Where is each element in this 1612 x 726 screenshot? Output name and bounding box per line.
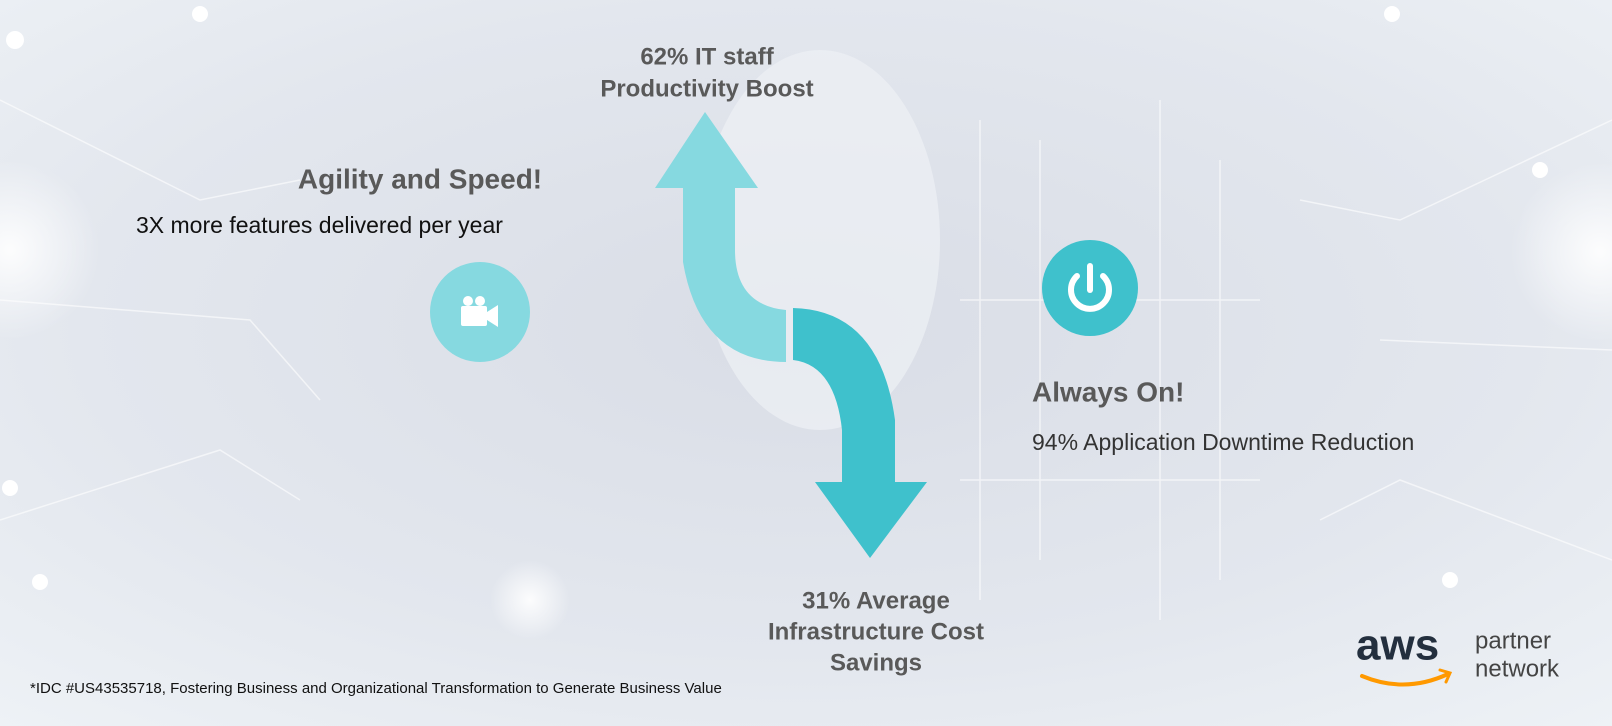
- up-arrow: [655, 112, 786, 362]
- cost-line: Infrastructure Cost: [768, 618, 984, 645]
- agility-text: 3X more features delivered per year: [136, 212, 503, 238]
- footnote: *IDC #US43535718, Fostering Business and…: [30, 680, 722, 697]
- down-arrow: [793, 308, 927, 558]
- productivity-line: Productivity Boost: [600, 75, 813, 102]
- agility-title: Agility and Speed!: [298, 163, 542, 194]
- camera-icon: [430, 262, 530, 362]
- power-icon: [1042, 240, 1138, 336]
- productivity-line: 62% IT staff: [640, 43, 774, 70]
- always-on-text: 94% Application Downtime Reduction: [1032, 429, 1414, 455]
- logo-brand: aws: [1356, 621, 1439, 670]
- cost-line: Savings: [830, 649, 922, 676]
- logo-line: network: [1475, 655, 1560, 682]
- aws-logo: aws partner network: [1356, 621, 1560, 687]
- always-on-title: Always On!: [1032, 376, 1184, 407]
- cost-line: 31% Average: [802, 587, 950, 614]
- logo-line: partner: [1475, 627, 1551, 654]
